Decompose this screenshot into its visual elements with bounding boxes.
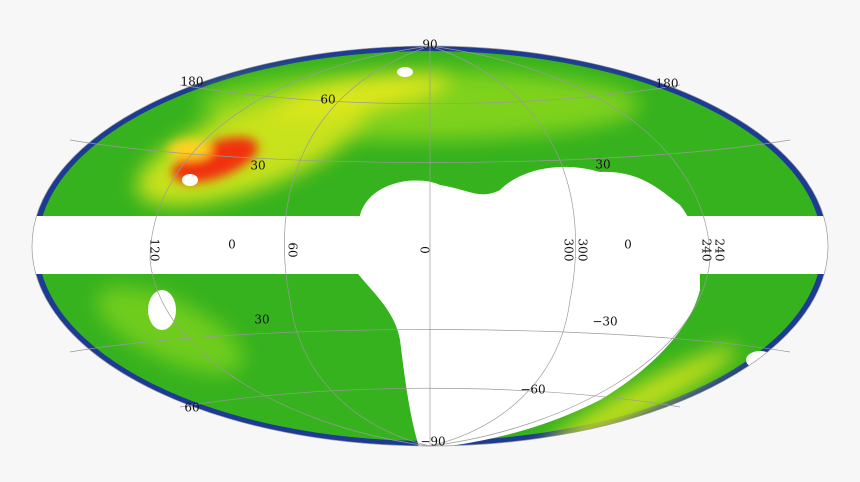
graticule-label: 300: [562, 239, 576, 262]
graticule-label: 180: [656, 77, 679, 91]
graticule-label: 0: [418, 246, 432, 254]
graticule-label: −60: [520, 383, 545, 397]
graticule-label: 60: [286, 242, 300, 257]
graticule-label: 90: [422, 38, 437, 52]
graticule-label: 180: [181, 75, 204, 89]
graticule-label: 30: [254, 313, 269, 327]
graticule-label: 60: [320, 93, 335, 107]
graticule-label: 240: [700, 239, 714, 262]
graticule-label: −90: [420, 435, 445, 449]
graticule-label: 60: [184, 401, 199, 415]
graticule-labels: 90 180 180 60 30 30 120 0 60 0 300 300 0 240 240 −30 −60…: [148, 38, 727, 449]
graticule-label: 30: [250, 159, 265, 173]
graticule-label: 300: [576, 239, 590, 262]
graticule-label: 0: [624, 238, 632, 252]
graticule-label: 0: [228, 238, 236, 252]
graticule-label: 30: [595, 158, 610, 172]
graticule-label: 120: [148, 239, 162, 262]
graticule-label: 240: [713, 239, 727, 262]
graticule: [31, 45, 829, 447]
graticule-label: −30: [592, 315, 617, 329]
